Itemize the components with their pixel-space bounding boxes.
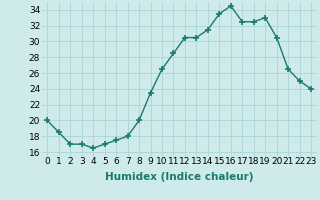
X-axis label: Humidex (Indice chaleur): Humidex (Indice chaleur) bbox=[105, 172, 253, 182]
